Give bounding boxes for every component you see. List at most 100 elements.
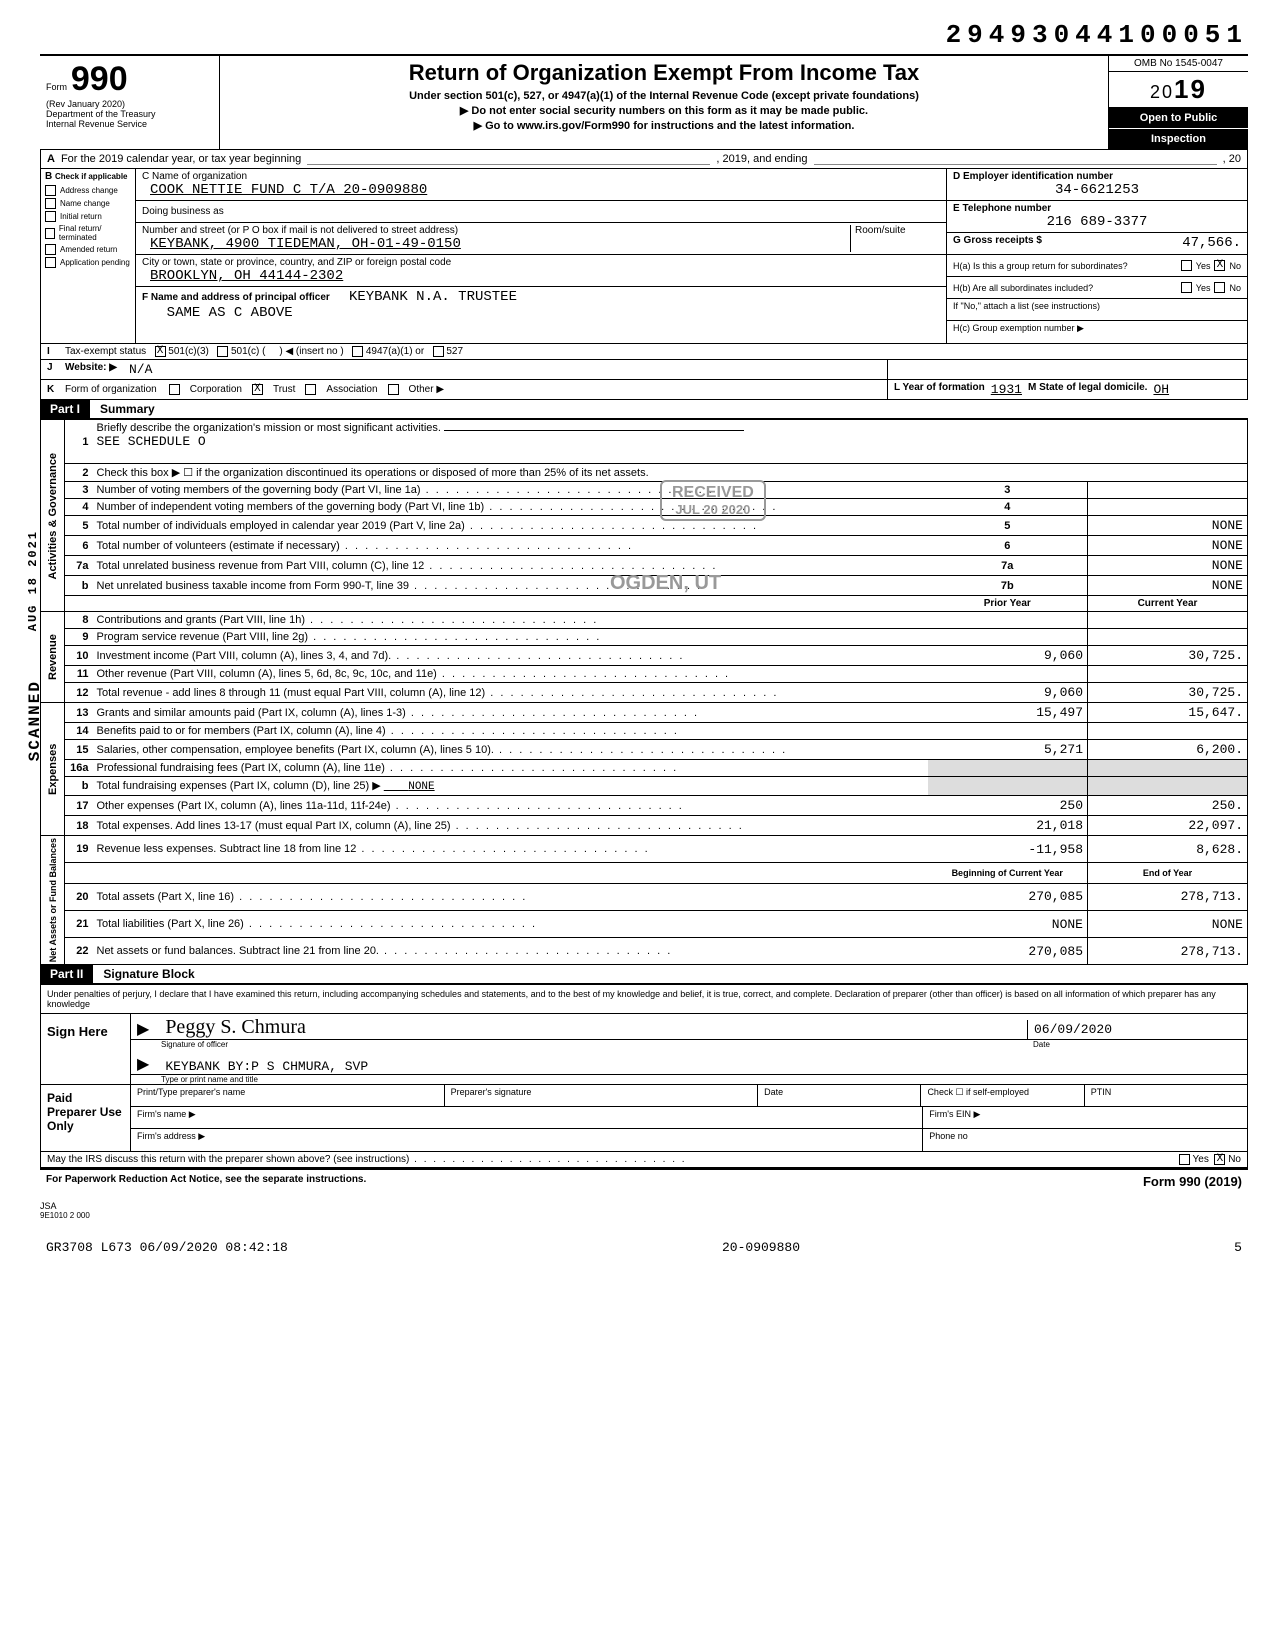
sign-here-row: Sign Here ▶ Peggy S. Chmura 06/09/2020 S… — [41, 1014, 1247, 1085]
l16a-desc: Professional fundraising fees (Part IX, … — [93, 760, 928, 777]
c-city-label: City or town, state or province, country… — [142, 257, 451, 268]
l17-num: 17 — [65, 796, 93, 816]
l21-begin: NONE — [928, 910, 1088, 937]
section-bcdg: B Check if applicable Address change Nam… — [40, 169, 1248, 344]
row-a-fill2[interactable] — [814, 153, 1217, 165]
dept-note: Department of the Treasury — [46, 109, 213, 119]
k-other-box[interactable] — [388, 384, 399, 395]
chk-amended[interactable]: Amended return — [41, 243, 135, 256]
l1-val: SEE SCHEDULE O — [97, 434, 206, 449]
l22-end: 278,713. — [1088, 938, 1248, 965]
page-wrap: 29493044100051 Form 990 (Rev January 202… — [40, 20, 1248, 1255]
hb-yes: Yes — [1196, 283, 1211, 293]
chk-address-change[interactable]: Address change — [41, 184, 135, 197]
l11-desc: Other revenue (Part VIII, column (A), li… — [93, 666, 928, 683]
chk-application-pending[interactable]: Application pending — [41, 256, 135, 269]
row-i: I Tax-exempt status X 501(c)(3) 501(c) (… — [40, 344, 1248, 360]
l22-desc: Net assets or fund balances. Subtract li… — [93, 938, 928, 965]
d-value: 34-6621253 — [1055, 182, 1139, 198]
chk-initial-return[interactable]: Initial return — [41, 210, 135, 223]
c-f-name: KEYBANK N.A. TRUSTEE — [349, 289, 517, 305]
side-expenses: Expenses — [41, 703, 65, 836]
footer-year: (2019) — [1204, 1174, 1242, 1189]
arrow-note-2: ▶ Go to www.irs.gov/Form990 for instruct… — [226, 119, 1102, 132]
l5-desc: Total number of individuals employed in … — [93, 516, 928, 536]
l3-desc: Number of voting members of the governin… — [93, 482, 928, 499]
e-label: E Telephone number — [953, 203, 1051, 214]
i-text: Tax-exempt status — [65, 346, 146, 357]
m-label: M State of legal domicile. — [1028, 382, 1147, 397]
k-trust-box[interactable]: X — [252, 384, 263, 395]
k-assoc-box[interactable] — [305, 384, 316, 395]
bottom-line: GR3708 L673 06/09/2020 08:42:18 20-09098… — [40, 1240, 1248, 1255]
begin-year-hdr: Beginning of Current Year — [928, 863, 1088, 883]
l7b-box: 7b — [928, 576, 1088, 596]
l7a-box: 7a — [928, 556, 1088, 576]
jsa-code: 9E1010 2 000 — [40, 1211, 1248, 1220]
l14-desc: Benefits paid to or for members (Part IX… — [93, 723, 928, 740]
l18-curr: 22,097. — [1088, 816, 1248, 836]
l1-num: 1 — [65, 420, 93, 464]
irs-yes: Yes — [1193, 1154, 1209, 1165]
c-city: BROOKLYN, OH 44144-2302 — [150, 268, 343, 284]
l4-num: 4 — [65, 499, 93, 516]
l12-num: 12 — [65, 683, 93, 703]
ha-yes-box[interactable] — [1181, 260, 1192, 271]
sign-arrow-1: ▶ — [131, 1019, 155, 1039]
l2-num: 2 — [65, 464, 93, 482]
footer-left: For Paperwork Reduction Act Notice, see … — [46, 1174, 366, 1189]
irs-yes-box[interactable] — [1179, 1154, 1190, 1165]
l7a-desc: Total unrelated business revenue from Pa… — [93, 556, 928, 576]
hb-yes-box[interactable] — [1181, 282, 1192, 293]
preparer-row: Paid Preparer Use Only Print/Type prepar… — [41, 1085, 1247, 1152]
ha-yes: Yes — [1196, 261, 1211, 271]
l17-curr: 250. — [1088, 796, 1248, 816]
part1-row: Part I Summary — [40, 400, 1248, 420]
hb-no-box[interactable] — [1214, 282, 1225, 293]
l18-desc: Total expenses. Add lines 13-17 (must eq… — [93, 816, 928, 836]
header-left: Form 990 (Rev January 2020) Department o… — [40, 56, 220, 149]
ha-label: H(a) Is this a group return for subordin… — [953, 261, 1177, 271]
l1-desc: Briefly describe the organization's miss… — [97, 422, 441, 434]
row-a-text3: , 20 — [1223, 153, 1241, 165]
l3-amt — [1088, 482, 1248, 499]
row-k: K Form of organization Corporation XTrus… — [40, 380, 1248, 400]
part2-bar: Part II — [40, 965, 93, 983]
l9-curr — [1088, 629, 1248, 646]
g-label: G Gross receipts $ — [953, 235, 1042, 252]
l10-prior: 9,060 — [928, 646, 1088, 666]
row-a-text2: , 2019, and ending — [716, 153, 807, 165]
part2-title: Signature Block — [93, 967, 194, 981]
c-name-label: C Name of organization — [142, 171, 247, 182]
l7b-num: b — [65, 576, 93, 596]
summary-table: Activities & Governance 1 Briefly descri… — [40, 420, 1248, 965]
chk-name-change[interactable]: Name change — [41, 197, 135, 210]
form-number: 990 — [71, 60, 128, 98]
j-label: J — [41, 360, 59, 379]
i-501c3-box[interactable]: X — [155, 346, 166, 357]
l10-num: 10 — [65, 646, 93, 666]
c-name: COOK NETTIE FUND C T/A 20-0909880 — [150, 182, 427, 198]
row-a-label: A — [47, 153, 55, 165]
i-501c3: 501(c)(3) — [168, 346, 209, 357]
col-b-hdr2: Check if applicable — [55, 172, 127, 181]
l14-num: 14 — [65, 723, 93, 740]
l3-box: 3 — [928, 482, 1088, 499]
irs-no-box[interactable]: X — [1214, 1154, 1225, 1165]
l13-prior: 15,497 — [928, 703, 1088, 723]
j-value: N/A — [123, 360, 887, 379]
i-4947-box[interactable] — [352, 346, 363, 357]
signature-block: Under penalties of perjury, I declare th… — [40, 985, 1248, 1170]
k-corp: Corporation — [190, 384, 242, 395]
l8-num: 8 — [65, 612, 93, 629]
l20-desc: Total assets (Part X, line 16) — [93, 883, 928, 910]
row-a-fill1[interactable] — [307, 153, 710, 165]
barcode-row: 29493044100051 — [40, 20, 1248, 50]
k-other: Other ▶ — [409, 384, 444, 395]
i-527-box[interactable] — [433, 346, 444, 357]
k-corp-box[interactable] — [169, 384, 180, 395]
chk-final-return[interactable]: Final return/ terminated — [41, 223, 135, 243]
ha-no-box[interactable]: X — [1214, 260, 1225, 271]
i-501c-box[interactable] — [217, 346, 228, 357]
hb-note: If "No," attach a list (see instructions… — [947, 299, 1247, 321]
